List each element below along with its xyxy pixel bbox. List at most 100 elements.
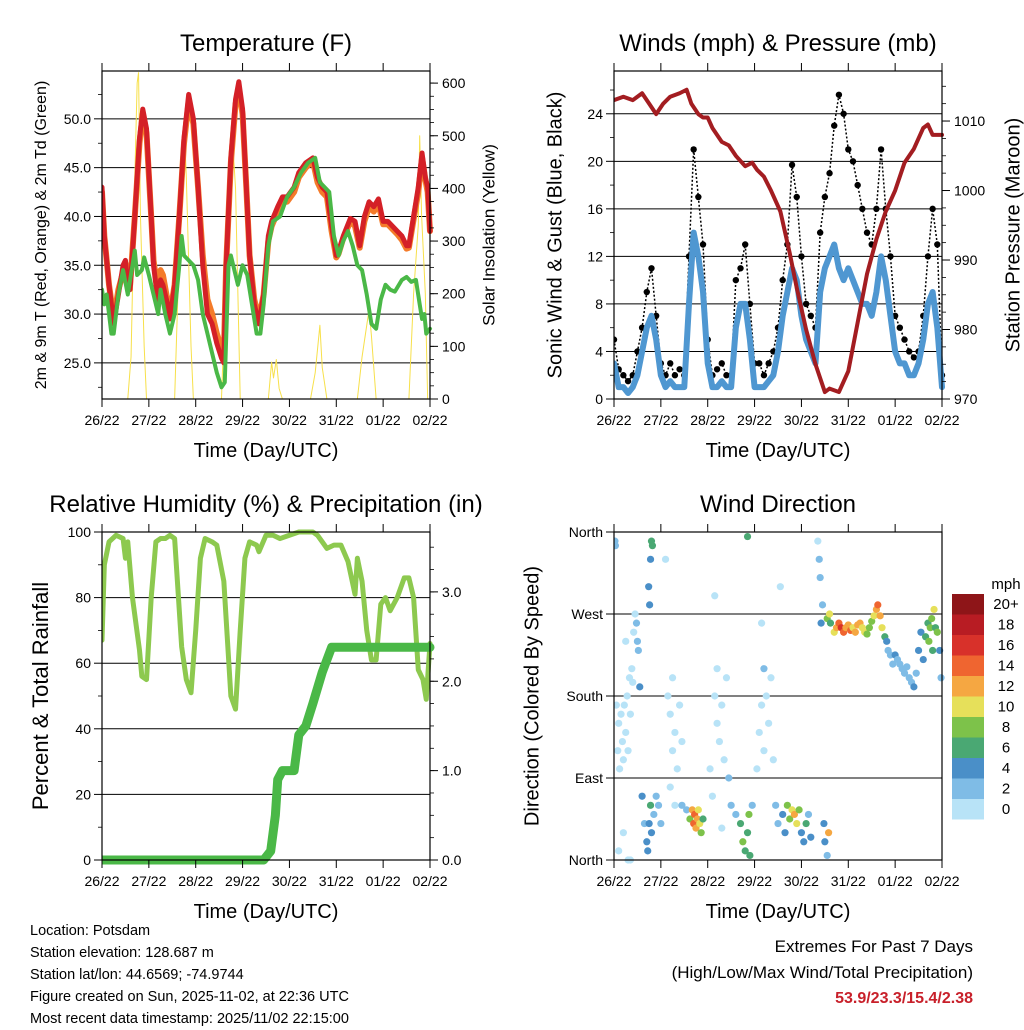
gust-point bbox=[924, 253, 932, 260]
direction-point bbox=[636, 683, 644, 691]
y-tick-label: 24 bbox=[587, 106, 603, 122]
direction-point bbox=[760, 747, 768, 755]
direction-point bbox=[865, 624, 873, 632]
gust-point bbox=[831, 122, 838, 129]
direction-point bbox=[912, 669, 920, 677]
direction-point bbox=[614, 542, 620, 550]
gust-point bbox=[798, 253, 805, 260]
direction-point bbox=[666, 783, 674, 791]
x-tick-label: 28/22 bbox=[690, 412, 725, 428]
humidity-x-axis-label: Time (Day/UTC) bbox=[194, 901, 339, 923]
direction-point bbox=[732, 810, 740, 819]
gust-point bbox=[901, 336, 908, 343]
y-tick-label: 35.0 bbox=[64, 257, 91, 273]
gust-point bbox=[826, 170, 833, 177]
direction-plot-area bbox=[614, 532, 945, 864]
y2-tick-label: 3.0 bbox=[442, 584, 462, 600]
gust-point bbox=[821, 193, 829, 201]
direction-point bbox=[868, 617, 876, 625]
direction-point bbox=[619, 756, 627, 764]
direction-point bbox=[926, 624, 934, 632]
direction-point bbox=[874, 601, 882, 609]
direction-point bbox=[614, 747, 622, 755]
y2-tick-label: 1.0 bbox=[442, 763, 462, 779]
direction-point bbox=[917, 628, 925, 636]
direction-point bbox=[718, 701, 726, 709]
legend-swatch bbox=[952, 594, 984, 615]
direction-point bbox=[614, 701, 620, 709]
x-tick-label: 26/22 bbox=[596, 873, 631, 889]
direction-y-axis-label: Direction (Colored By Speed) bbox=[521, 566, 543, 826]
direction-point bbox=[646, 801, 655, 809]
direction-point bbox=[774, 819, 782, 828]
legend-label: 10 bbox=[998, 699, 1015, 716]
gust-point bbox=[793, 193, 800, 201]
y-tick-label: 80 bbox=[75, 590, 91, 606]
direction-point bbox=[825, 829, 833, 837]
direction-point bbox=[713, 719, 721, 727]
x-tick-label: 01/22 bbox=[878, 873, 913, 889]
winds-plot-area bbox=[614, 87, 946, 397]
x-tick-label: 27/22 bbox=[643, 412, 678, 428]
direction-point bbox=[626, 710, 635, 718]
y-tick-label: 4 bbox=[595, 343, 603, 359]
gust-point bbox=[732, 276, 740, 284]
humidity-y-axis-label: Percent & Total Rainfall bbox=[28, 582, 53, 810]
gust-point bbox=[840, 110, 847, 117]
direction-point bbox=[817, 619, 825, 627]
direction-point bbox=[826, 619, 835, 627]
gust-point bbox=[765, 360, 772, 367]
legend-swatch bbox=[952, 676, 984, 697]
direction-point bbox=[727, 801, 735, 809]
direction-point bbox=[741, 847, 749, 855]
gust-point bbox=[690, 146, 697, 153]
direction-point bbox=[664, 692, 672, 700]
direction-point bbox=[769, 756, 777, 764]
direction-point bbox=[779, 810, 787, 819]
gust-point bbox=[835, 91, 843, 98]
y-tick-label: East bbox=[575, 770, 603, 786]
direction-point bbox=[753, 765, 761, 773]
direction-x-axis-label: Time (Day/UTC) bbox=[706, 901, 851, 923]
direction-point bbox=[883, 637, 891, 645]
gust-point bbox=[877, 146, 885, 153]
gust-point bbox=[887, 253, 894, 260]
y-tick-label: 100 bbox=[68, 524, 92, 540]
temperature-y2-axis-label: Solar Insolation (Yellow) bbox=[479, 144, 498, 326]
direction-point bbox=[914, 646, 923, 655]
direction-point bbox=[650, 810, 658, 819]
legend-swatch bbox=[952, 778, 984, 799]
legend-label: 8 bbox=[1002, 719, 1010, 736]
y-tick-label: 40.0 bbox=[64, 208, 91, 224]
direction-point bbox=[925, 637, 933, 645]
direction-point bbox=[876, 612, 884, 620]
x-tick-label: 28/22 bbox=[690, 873, 725, 889]
extremes-title: Extremes For Past 7 Days bbox=[774, 937, 973, 956]
x-tick-label: 26/22 bbox=[84, 412, 119, 428]
direction-point bbox=[676, 701, 684, 709]
direction-point bbox=[657, 819, 665, 828]
2m-t-line bbox=[102, 79, 433, 366]
gust-point bbox=[756, 360, 763, 367]
legend-swatch bbox=[952, 717, 984, 738]
direction-point bbox=[722, 674, 731, 682]
direction-point bbox=[820, 819, 828, 828]
direction-point bbox=[678, 737, 686, 746]
y-tick-label: 20 bbox=[587, 153, 603, 169]
direction-point bbox=[821, 838, 829, 846]
direction-point bbox=[900, 669, 909, 677]
direction-point bbox=[767, 674, 775, 682]
gust-point bbox=[854, 181, 861, 189]
y-tick-label: 30.0 bbox=[64, 306, 91, 322]
direction-point bbox=[697, 829, 705, 837]
direction-point bbox=[617, 710, 625, 718]
x-tick-label: 01/22 bbox=[366, 412, 401, 428]
direction-point bbox=[910, 683, 918, 691]
legend-swatch bbox=[952, 635, 984, 656]
direction-point bbox=[781, 829, 789, 837]
gust-point bbox=[896, 324, 904, 331]
temperature-panel: 26/22 27/22 28/22 29/22 30/22 31/22 01/22 02/22… bbox=[33, 30, 498, 462]
gust-point bbox=[807, 312, 814, 320]
gust-point bbox=[699, 241, 707, 248]
